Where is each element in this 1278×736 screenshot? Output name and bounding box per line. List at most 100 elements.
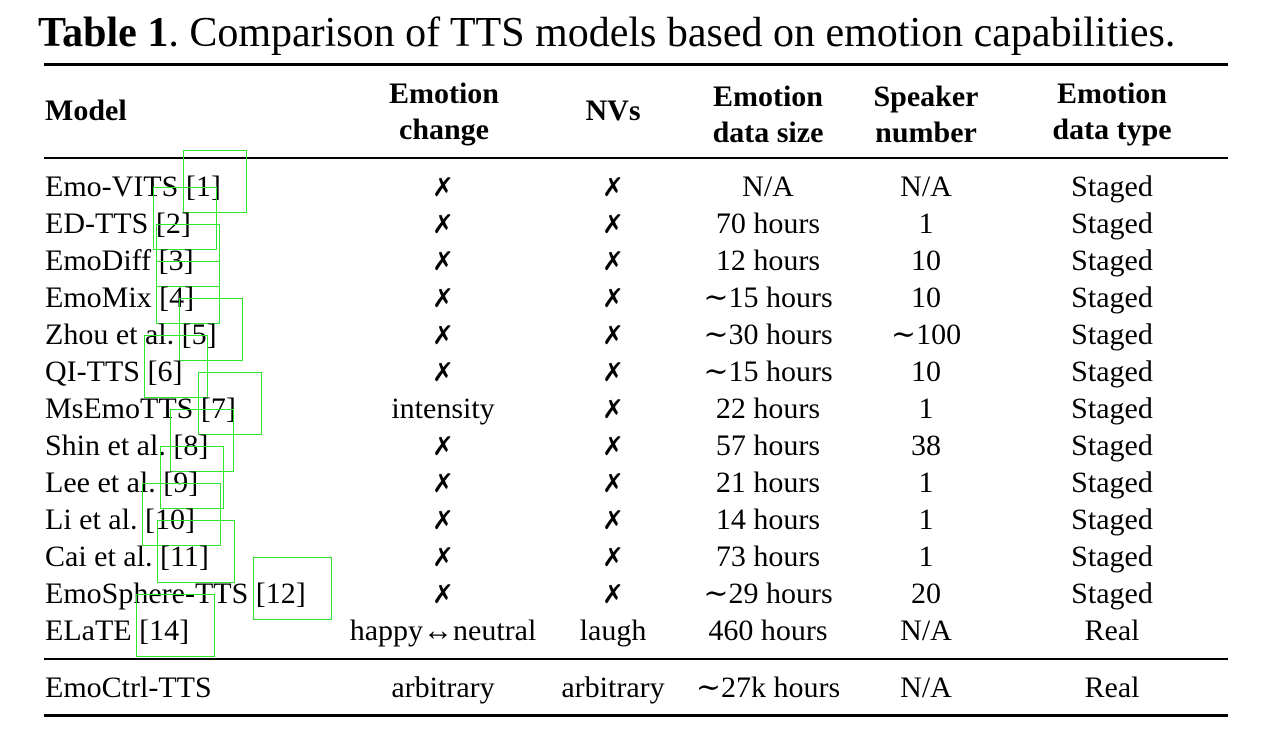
emotion-change-cell: ✗: [432, 173, 454, 203]
caption-text: . Comparison of TTS models based on emot…: [168, 10, 1176, 56]
emotion-change-cell: ✗: [432, 469, 454, 499]
model-cell: Li et al. [10]: [45, 483, 221, 546]
header-nvs: NVs: [585, 94, 641, 127]
speaker-number-cell: 38: [911, 429, 941, 462]
model-cell: EmoDiff [3]: [45, 224, 220, 287]
citation-link[interactable]: [8]: [170, 409, 235, 472]
speaker-number-cell: 1: [918, 466, 934, 499]
model-cell: EmoMix [4]: [45, 261, 221, 324]
data-size-cell: ∼15 hours: [703, 281, 833, 314]
final-data-size-cell: ∼27k hours: [695, 671, 841, 704]
speaker-number-cell: N/A: [900, 170, 952, 203]
data-size-cell: 73 hours: [715, 540, 821, 573]
data-size-cell: ∼30 hours: [703, 318, 833, 351]
data-size-cell: ∼29 hours: [703, 577, 833, 610]
data-type-cell: Staged: [1071, 318, 1153, 351]
citation-text: [9]: [163, 466, 199, 499]
header-speaker-number-line2: number: [875, 116, 977, 149]
data-type-cell: Real: [1084, 614, 1140, 647]
model-cell: MsEmoTTS [7]: [45, 372, 262, 435]
data-type-cell: Staged: [1071, 392, 1153, 425]
separator-rule: [44, 658, 1228, 660]
speaker-number-cell: 20: [911, 577, 941, 610]
model-name: MsEmoTTS: [45, 392, 194, 425]
model-name: ELaTE: [45, 614, 132, 647]
model-cell: ED-TTS [2]: [45, 187, 217, 250]
speaker-number-cell: 1: [918, 503, 934, 536]
final-model-cell: EmoCtrl-TTS: [45, 671, 212, 704]
header-data-type-line2: data type: [1052, 113, 1172, 146]
bottom-rule: [44, 714, 1228, 717]
model-cell: Zhou et al. [5]: [45, 298, 243, 361]
citation-text: [11]: [159, 540, 209, 573]
citation-link[interactable]: [12]: [252, 557, 332, 620]
citation-link[interactable]: [3]: [155, 224, 220, 287]
citation-text: [5]: [181, 318, 217, 351]
nvs-cell: ✗: [602, 284, 624, 314]
emotion-change-cell: ✗: [432, 358, 454, 388]
data-type-cell: Staged: [1071, 281, 1153, 314]
data-size-cell: 70 hours: [715, 207, 821, 240]
citation-link[interactable]: [2]: [152, 187, 217, 250]
speaker-number-cell: ∼100: [890, 318, 962, 351]
header-emotion-change-line2: change: [399, 113, 489, 146]
citation-link[interactable]: [10]: [141, 483, 221, 546]
model-name: EmoSphere-TTS: [45, 577, 249, 610]
model-cell: Cai et al. [11]: [45, 520, 235, 583]
data-size-cell: ∼15 hours: [703, 355, 833, 388]
citation-link[interactable]: [4]: [156, 261, 221, 324]
emotion-change-cell: ✗: [432, 321, 454, 351]
model-cell: QI-TTS [6]: [45, 335, 209, 398]
nvs-cell: ✗: [602, 506, 624, 536]
citation-link[interactable]: [9]: [160, 446, 225, 509]
header-emotion-change-line1: Emotion: [388, 77, 499, 110]
speaker-number-cell: 1: [918, 207, 934, 240]
model-name: ED-TTS: [45, 207, 149, 240]
header-data-size-line2: data size: [712, 116, 824, 149]
header-speaker-number: Speaker number: [856, 79, 996, 151]
emotion-change-cell: ✗: [432, 432, 454, 462]
header-rule: [44, 157, 1228, 159]
nvs-cell: laugh: [579, 614, 647, 647]
speaker-number-cell: 10: [911, 244, 941, 277]
citation-link[interactable]: [11]: [156, 520, 235, 583]
speaker-number-cell: 1: [918, 540, 934, 573]
top-rule: [44, 63, 1228, 66]
citation-link[interactable]: [5]: [178, 298, 243, 361]
model-name: EmoMix: [45, 281, 152, 314]
header-data-size: Emotion data size: [688, 79, 848, 151]
citation-text: [8]: [173, 429, 209, 462]
emotion-change-cell: happy↔neutral: [349, 614, 537, 647]
table-caption: Table 1. Comparison of TTS models based …: [38, 8, 1175, 58]
speaker-number-cell: 10: [911, 355, 941, 388]
citation-text: [2]: [155, 207, 191, 240]
emotion-change-cell: ✗: [432, 543, 454, 573]
nvs-cell: ✗: [602, 173, 624, 203]
model-cell: EmoSphere-TTS [12]: [45, 557, 332, 620]
citation-text: [12]: [255, 577, 306, 610]
speaker-number-cell: 10: [911, 281, 941, 314]
citation-text: [4]: [159, 281, 195, 314]
citation-link[interactable]: [1]: [182, 150, 247, 213]
nvs-cell: ✗: [602, 469, 624, 499]
nvs-cell: ✗: [602, 247, 624, 277]
model-name: Emo-VITS: [45, 170, 179, 203]
model-cell: ELaTE [14]: [45, 594, 216, 657]
data-type-cell: Staged: [1071, 207, 1153, 240]
model-name: Shin et al.: [45, 429, 166, 462]
model-name: Zhou et al.: [45, 318, 175, 351]
citation-text: [10]: [144, 503, 195, 536]
data-size-cell: 22 hours: [715, 392, 821, 425]
emotion-change-cell: ✗: [432, 580, 454, 610]
data-size-cell: 460 hours: [708, 614, 828, 647]
final-emotion-change-cell: arbitrary: [391, 671, 495, 704]
caption-label: Table 1: [38, 10, 169, 56]
citation-link[interactable]: [6]: [144, 335, 209, 398]
citation-link[interactable]: [7]: [197, 372, 262, 435]
emotion-change-cell: ✗: [432, 506, 454, 536]
data-type-cell: Staged: [1071, 540, 1153, 573]
citation-link[interactable]: [14]: [136, 594, 216, 657]
data-type-cell: Staged: [1071, 577, 1153, 610]
nvs-cell: ✗: [602, 210, 624, 240]
nvs-cell: ✗: [602, 358, 624, 388]
